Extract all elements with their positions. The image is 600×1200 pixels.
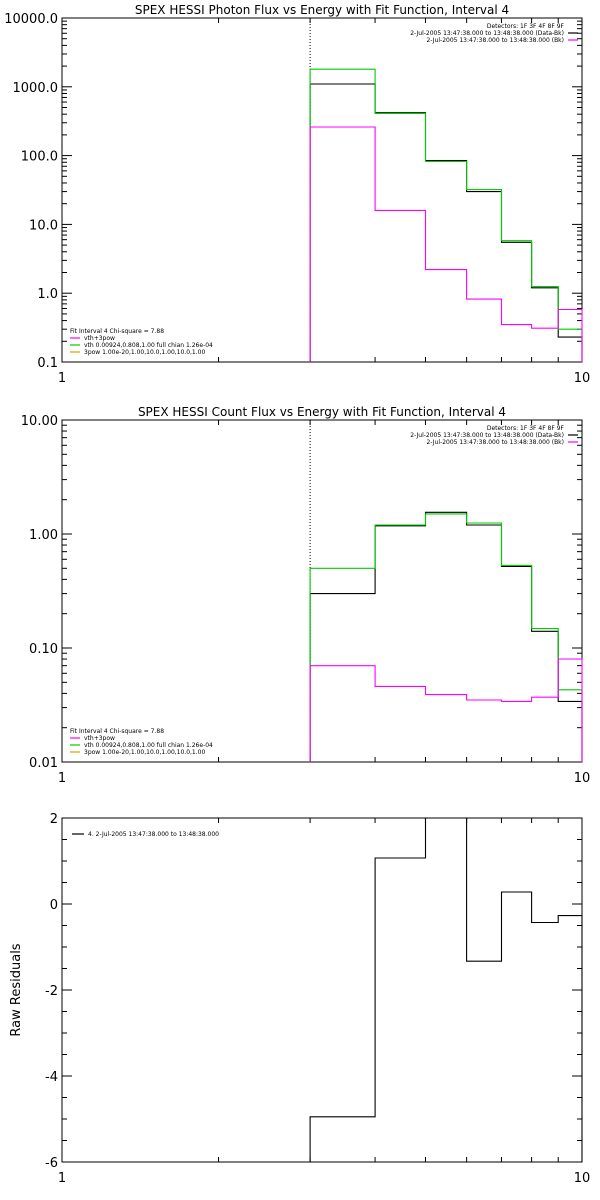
x-tick-label: 10 [574, 771, 591, 786]
x-tick-label: 1 [58, 1171, 66, 1186]
legend-bottom-left-entry: 3pow 1.00e-20,1.00,10.0,1.00,10.0,1.00 [84, 349, 205, 356]
y-tick-label: 10.00 [21, 414, 58, 429]
y-tick-label: 2 [50, 812, 58, 827]
series-line-1 [309, 68, 583, 362]
y-tick-label: 1000.0 [13, 81, 59, 96]
y-tick-label: 0 [50, 898, 58, 913]
y-tick-label: 0.10 [29, 642, 58, 657]
y-tick-label: 1.0 [37, 287, 58, 302]
plot-frame [61, 817, 583, 1163]
legend-top-right-entry: 2-Jul-2005 13:47:38.000 to 13:48:38.000 … [426, 37, 564, 44]
y-tick-label: 10.0 [29, 218, 58, 233]
x-tick-label: 1 [58, 771, 66, 786]
y-tick-label: 0.1 [37, 356, 58, 371]
y-tick-label: 10000.0 [4, 12, 58, 27]
x-tick-label: 10 [574, 371, 591, 386]
legend-top-right-entry: 2-Jul-2005 13:47:38.000 to 13:48:38.000 … [410, 30, 564, 37]
legend-bottom-left-entry: vth+3pow [84, 335, 115, 342]
legend-bottom-left-entry: vth+3pow [84, 735, 115, 742]
y-tick-label: -4 [45, 1070, 58, 1085]
series-line-2 [309, 658, 583, 762]
plot-frame [61, 419, 583, 763]
legend-bottom-left-entry: vth 0.00924,0.808,1.00 full chian 1.26e-… [84, 342, 213, 349]
x-tick-label: 10 [574, 1171, 591, 1186]
series-line-1 [309, 513, 583, 762]
series-line-0 [309, 511, 583, 762]
legend-bottom-left-entry: vth 0.00924,0.808,1.00 full chian 1.26e-… [84, 742, 213, 749]
legend-top-right-entry: 2-Jul-2005 13:47:38.000 to 13:48:38.000 … [426, 439, 564, 446]
series-line-2 [309, 126, 583, 362]
series-line-0 [309, 817, 583, 1162]
chart-title: SPEX HESSI Photon Flux vs Energy with Fi… [135, 3, 509, 17]
y-tick-label: 100.0 [21, 150, 58, 165]
y-tick-label: -6 [45, 1156, 58, 1171]
chart-title: SPEX HESSI Count Flux vs Energy with Fit… [138, 405, 506, 419]
legend-top-right-entry: Detectors: 1F 3F 4F 8F 9F [487, 23, 565, 30]
legend-top-right-entry: Detectors: 1F 3F 4F 8F 9F [487, 425, 565, 432]
legend-top-right-entry: 2-Jul-2005 13:47:38.000 to 13:48:38.000 … [410, 432, 564, 439]
legend-bottom-left-entry: Fit Interval 4 Chi-square = 7.88 [70, 328, 164, 335]
legend-bottom-left-entry: 3pow 1.00e-20,1.00,10.0,1.00,10.0,1.00 [84, 749, 205, 756]
y-axis-label: Raw Residuals [9, 943, 24, 1036]
series-line-0 [309, 83, 583, 362]
y-tick-label: -2 [45, 984, 58, 999]
y-tick-label: 1.00 [29, 528, 58, 543]
legend-bottom-left-entry: Fit Interval 4 Chi-square = 7.88 [70, 728, 164, 735]
y-tick-label: 0.01 [29, 756, 58, 771]
x-tick-label: 1 [58, 371, 66, 386]
legend-top-left-entry: 4. 2-Jul-2005 13:47:38.000 to 13:48:38.0… [88, 831, 219, 838]
plot-frame [61, 17, 583, 363]
